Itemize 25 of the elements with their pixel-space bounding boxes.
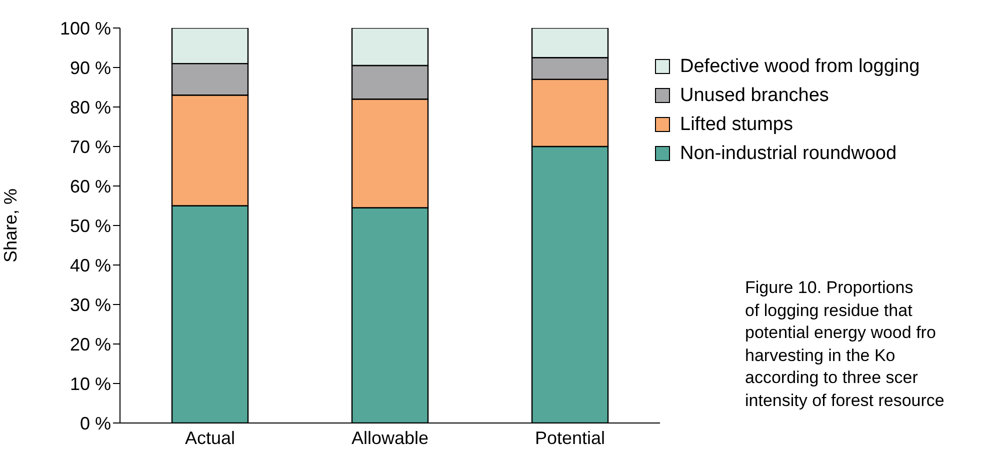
x-tick-label: Actual [184, 428, 236, 448]
legend-label: Unused branches [680, 84, 829, 108]
y-tick-label: 90 % [70, 58, 111, 78]
y-tick-label: 0 % [80, 413, 111, 434]
y-tick-label: 20 % [70, 334, 111, 354]
text: according to three scer [745, 367, 919, 389]
y-tick-label: 50 % [70, 216, 111, 236]
x-tick-label: Allowable [351, 428, 429, 448]
y-tick-label: 80 % [70, 97, 111, 118]
y-tick-label: 60 % [70, 176, 111, 196]
legend-label: Lifted stumps [680, 113, 793, 137]
caption: Figure 10. Proportions [745, 277, 914, 299]
text: of logging residue that [745, 300, 914, 322]
text: harvesting in the Ko [745, 344, 896, 366]
y-tick-label: 10 % [70, 374, 111, 394]
text: intensity of forest resource [745, 390, 944, 412]
x-tick-label: Potential [534, 428, 606, 448]
y-tick-label: 40 % [70, 255, 111, 276]
legend-label: Defective wood from logging [680, 55, 920, 79]
y-axis-title: Share, % [0, 188, 20, 263]
legend-label: Non-industrial roundwood [680, 142, 897, 166]
y-tick-label: 70 % [70, 136, 111, 157]
y-tick-label: 100 % [60, 18, 111, 38]
y-tick-label: 30 % [70, 294, 111, 315]
text: potential energy wood fro [745, 322, 937, 344]
